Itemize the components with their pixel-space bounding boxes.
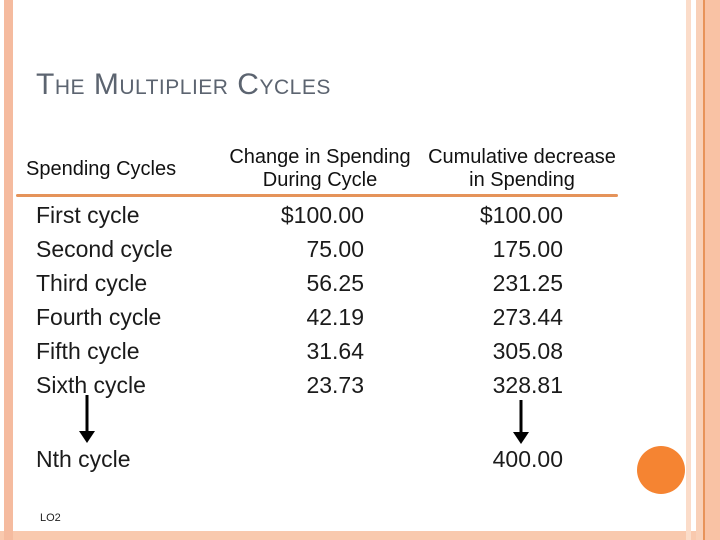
- down-arrow-icon: [513, 400, 529, 444]
- orange-circle-decoration: [637, 446, 685, 494]
- header-line: Cumulative decrease: [428, 146, 616, 168]
- change-value: 23.73: [306, 372, 364, 398]
- header-line: Change in Spending: [229, 146, 411, 168]
- change-value: 42.19: [306, 304, 364, 330]
- change-value: 31.64: [306, 338, 364, 364]
- arrow-shaft: [85, 395, 89, 431]
- table-row: First cycle $100.00 $100.00: [36, 202, 563, 232]
- arrow-head: [79, 431, 95, 443]
- right-border-stripe-inner: [696, 0, 703, 540]
- cycle-label: Fourth cycle: [36, 304, 162, 330]
- right-border-accent-line: [703, 0, 705, 540]
- table-row: Fourth cycle 42.19 273.44: [36, 304, 563, 334]
- right-border-stripe-thin: [686, 0, 691, 540]
- column-header-cumulative-decrease: Cumulative decrease in Spending: [424, 146, 620, 192]
- cycle-label: Fifth cycle: [36, 338, 140, 364]
- cycle-label: Second cycle: [36, 236, 173, 262]
- arrow-head: [513, 432, 529, 444]
- header-line: During Cycle: [262, 169, 378, 191]
- bottom-border-band: [0, 531, 720, 540]
- cumulative-value: 400.00: [492, 446, 563, 472]
- column-header-spending-cycles: Spending Cycles: [26, 158, 177, 180]
- header-divider-line: [16, 194, 618, 197]
- table-row: Sixth cycle 23.73 328.81: [36, 372, 563, 402]
- table-row: Fifth cycle 31.64 305.08: [36, 338, 563, 368]
- cumulative-value: 175.00: [492, 236, 563, 262]
- change-value: 75.00: [306, 236, 364, 262]
- cumulative-value: 328.81: [492, 372, 563, 398]
- cumulative-value: $100.00: [479, 202, 563, 228]
- down-arrow-icon: [79, 395, 95, 443]
- change-value: $100.00: [280, 202, 364, 228]
- footer-label: LO2: [40, 512, 61, 524]
- left-border-stripe: [4, 0, 13, 540]
- change-value: 56.25: [306, 270, 364, 296]
- cumulative-value: 305.08: [492, 338, 563, 364]
- change-value: [236, 446, 364, 476]
- cycle-label: Sixth cycle: [36, 372, 146, 398]
- table-row-nth: Nth cycle 400.00: [36, 446, 563, 476]
- arrow-shaft: [519, 400, 523, 432]
- cycle-label: Third cycle: [36, 270, 148, 296]
- header-line: in Spending: [469, 169, 575, 191]
- cycle-label: First cycle: [36, 202, 140, 228]
- table-row: Third cycle 56.25 231.25: [36, 270, 563, 300]
- table-row: Second cycle 75.00 175.00: [36, 236, 563, 266]
- right-border-band: [705, 0, 720, 540]
- cumulative-value: 231.25: [492, 270, 563, 296]
- slide-title: The Multiplier Cycles: [36, 68, 331, 101]
- cumulative-value: 273.44: [492, 304, 563, 330]
- column-header-change-in-spending: Change in Spending During Cycle: [222, 146, 418, 192]
- cycle-label: Nth cycle: [36, 446, 131, 472]
